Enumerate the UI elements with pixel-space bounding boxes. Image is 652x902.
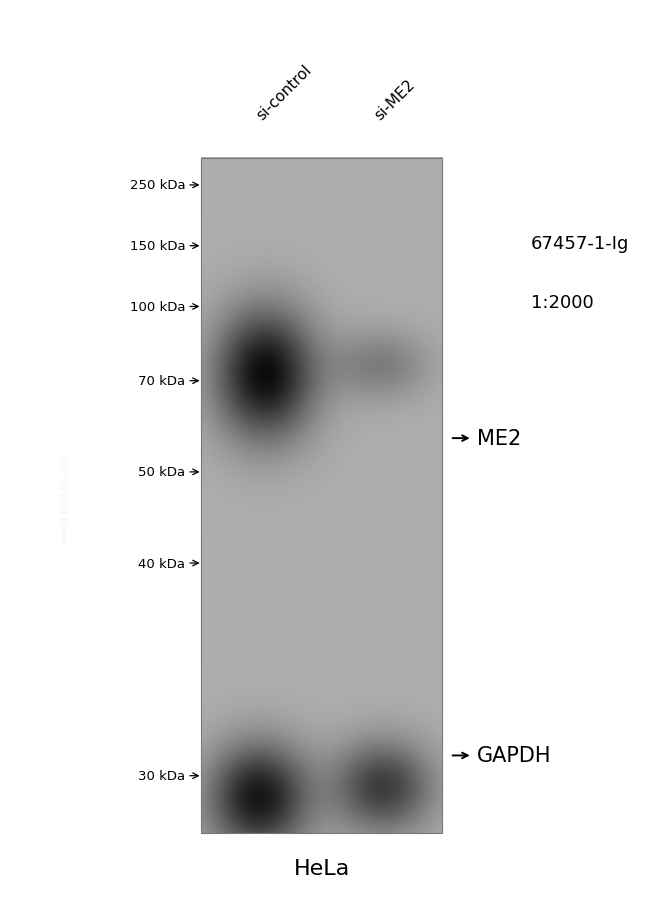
Text: 30 kDa: 30 kDa <box>138 769 185 782</box>
Text: ME2: ME2 <box>477 428 522 448</box>
Text: si-control: si-control <box>254 62 315 123</box>
Text: 250 kDa: 250 kDa <box>130 179 185 192</box>
Text: si-ME2: si-ME2 <box>372 77 417 123</box>
Text: 100 kDa: 100 kDa <box>130 300 185 314</box>
Text: 40 kDa: 40 kDa <box>138 557 185 570</box>
Text: 150 kDa: 150 kDa <box>130 240 185 253</box>
Text: 50 kDa: 50 kDa <box>138 465 185 479</box>
Text: HeLa: HeLa <box>293 858 349 879</box>
Text: 70 kDa: 70 kDa <box>138 375 185 388</box>
Text: www.ptglab.com: www.ptglab.com <box>60 449 70 542</box>
Text: 67457-1-Ig: 67457-1-Ig <box>531 235 629 253</box>
Text: 1:2000: 1:2000 <box>531 294 594 311</box>
Text: GAPDH: GAPDH <box>477 746 552 766</box>
Bar <box>201 159 442 833</box>
